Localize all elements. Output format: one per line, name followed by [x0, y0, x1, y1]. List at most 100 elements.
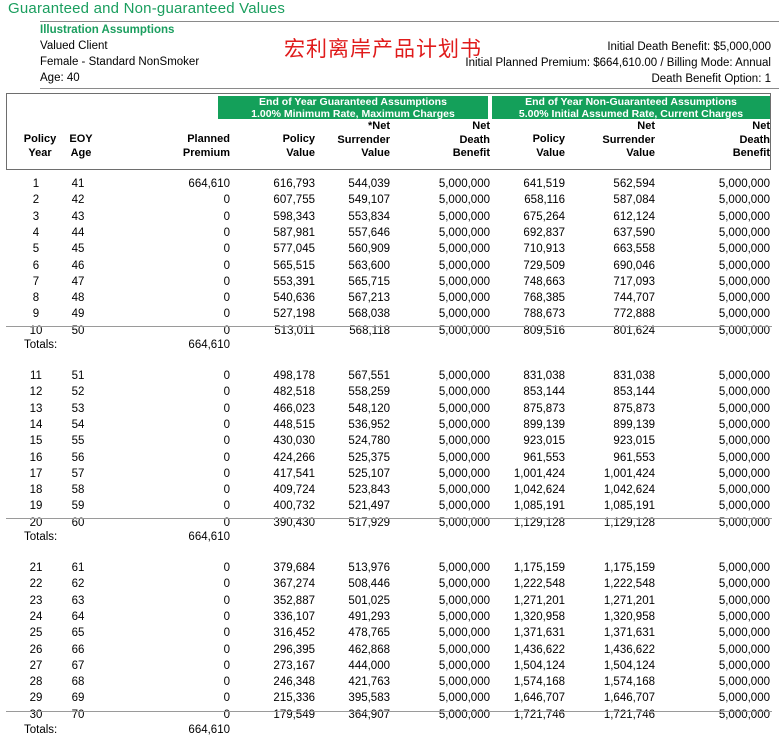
cell-guaranteed-net-surrender-value: 567,551: [348, 370, 390, 382]
cell-guaranteed-policy-value: 430,030: [273, 435, 315, 448]
cell-guaranteed-net-death-benefit: 5,000,000: [438, 692, 490, 705]
cell-nonguaranteed-policy-value: 1,574,168: [513, 676, 565, 689]
table-row: 19 59 0 400,732 521,497 5,000,000 1,085,191 1,0…: [0, 500, 779, 516]
cell-nonguaranteed-policy-value: 1,085,191: [513, 500, 565, 513]
cell-nonguaranteed-net-surrender-value: 1,042,624: [603, 484, 655, 497]
cell-eoy-age: 49: [71, 308, 85, 321]
cell-eoy-age: 44: [71, 226, 85, 239]
cell-eoy-age: 64: [71, 610, 85, 623]
cell-eoy-age: 57: [71, 467, 85, 480]
cell-planned-premium: 0: [223, 484, 230, 497]
table-row: 18 58 0 409,724 523,843 5,000,000 1,042,624 1,0…: [0, 484, 779, 500]
client-age: Age: 40: [40, 72, 80, 84]
cell-policy-year: 24: [29, 610, 43, 623]
cell-nonguaranteed-policy-value: 1,436,622: [513, 643, 565, 656]
table-row: 7 47 0 553,391 565,715 5,000,000 748,663 717,09…: [0, 276, 779, 292]
cell-planned-premium: 0: [223, 578, 230, 591]
cell-nonguaranteed-policy-value: 923,015: [523, 435, 565, 448]
table-row: 22 62 0 367,274 508,446 5,000,000 1,222,548 1,2…: [0, 578, 779, 594]
column-header-nonguaranteed-net-death-benefit-line3: Benefit: [732, 147, 770, 159]
cell-eoy-age: 51: [71, 370, 85, 382]
cell-nonguaranteed-net-surrender-value: 744,707: [613, 292, 655, 305]
cell-guaranteed-net-surrender-value: 525,375: [348, 451, 390, 464]
cell-guaranteed-net-surrender-value: 478,765: [348, 627, 390, 640]
cell-eoy-age: 46: [71, 259, 85, 272]
cell-nonguaranteed-net-death-benefit: 5,000,000: [718, 386, 770, 399]
cell-nonguaranteed-policy-value: 641,519: [523, 178, 565, 190]
cell-guaranteed-net-death-benefit: 5,000,000: [438, 610, 490, 623]
cell-planned-premium: 0: [223, 324, 230, 337]
cell-planned-premium: 0: [223, 210, 230, 223]
cell-eoy-age: 68: [71, 676, 85, 689]
group-header-guaranteed-line1: End of Year Guaranteed Assumptions: [259, 96, 447, 108]
group-header-nonguaranteed-line1: End of Year Non-Guaranteed Assumptions: [525, 96, 737, 108]
cell-eoy-age: 53: [71, 402, 85, 415]
cell-eoy-age: 58: [71, 484, 85, 497]
illustration-assumptions-heading: Illustration Assumptions: [40, 24, 175, 36]
cell-nonguaranteed-policy-value: 788,673: [523, 308, 565, 321]
cell-policy-year: 15: [29, 435, 43, 448]
totals-label: Totals:: [24, 339, 58, 351]
cell-eoy-age: 54: [71, 418, 85, 431]
cell-guaranteed-net-surrender-value: 557,646: [348, 226, 390, 239]
cell-nonguaranteed-policy-value: 1,371,631: [513, 627, 565, 640]
cell-nonguaranteed-net-death-benefit: 5,000,000: [718, 308, 770, 321]
group-header-nonguaranteed: End of Year Non-Guaranteed Assumptions 5…: [492, 96, 770, 119]
cell-eoy-age: 55: [71, 435, 85, 448]
cell-guaranteed-net-surrender-value: 517,929: [348, 516, 390, 529]
cell-nonguaranteed-net-surrender-value: 1,646,707: [603, 692, 655, 705]
column-header-eoy-age-line1: EOY: [69, 133, 93, 145]
column-header-nonguaranteed-net-death-benefit-line2: Death: [739, 133, 770, 146]
cell-nonguaranteed-net-surrender-value: 1,222,548: [603, 578, 655, 591]
cell-guaranteed-net-death-benefit: 5,000,000: [438, 516, 490, 529]
cell-planned-premium: 0: [223, 370, 230, 382]
cell-nonguaranteed-policy-value: 1,271,201: [513, 594, 565, 607]
cell-nonguaranteed-net-death-benefit: 5,000,000: [718, 500, 770, 513]
totals-planned-premium: 664,610: [188, 339, 230, 351]
initial-planned-premium: Initial Planned Premium: $664,610.00 / B…: [465, 57, 771, 69]
cell-guaranteed-net-death-benefit: 5,000,000: [438, 659, 490, 672]
section-divider: [6, 711, 772, 712]
cell-nonguaranteed-net-surrender-value: 562,594: [613, 178, 655, 190]
cell-policy-year: 4: [32, 226, 40, 239]
column-header-nonguaranteed-net-death-benefit-line1: Net: [752, 120, 770, 132]
table-row: 13 53 0 466,023 548,120 5,000,000 875,873 875,8…: [0, 403, 779, 419]
cell-nonguaranteed-net-death-benefit: 5,000,000: [718, 178, 770, 190]
cell-nonguaranteed-net-surrender-value: 923,015: [613, 435, 655, 448]
cell-policy-year: 13: [29, 402, 43, 415]
column-header-policy-year: Policy Year: [14, 133, 66, 160]
table-row: 12 52 0 482,518 558,259 5,000,000 853,144 853,1…: [0, 386, 779, 402]
cell-planned-premium: 0: [223, 243, 230, 256]
cell-policy-year: 9: [32, 308, 40, 321]
cell-guaranteed-net-death-benefit: 5,000,000: [438, 484, 490, 497]
cell-guaranteed-policy-value: 607,755: [273, 194, 315, 207]
column-header-nonguaranteed-policy-value: Policy Value: [475, 133, 565, 160]
cell-nonguaranteed-net-death-benefit: 5,000,000: [718, 610, 770, 623]
cell-guaranteed-net-death-benefit: 5,000,000: [438, 451, 490, 464]
cell-guaranteed-policy-value: 424,266: [273, 451, 315, 464]
cell-nonguaranteed-policy-value: 875,873: [523, 402, 565, 415]
cell-planned-premium: 0: [223, 402, 230, 415]
table-row: 25 65 0 316,452 478,765 5,000,000 1,371,631 1,3…: [0, 627, 779, 643]
cell-guaranteed-net-death-benefit: 5,000,000: [438, 676, 490, 689]
table-row: 20 60 0 390,430 517,929 5,000,000 1,129,128 1,1…: [0, 517, 779, 533]
group-header-guaranteed: End of Year Guaranteed Assumptions 1.00%…: [218, 96, 488, 119]
cell-guaranteed-policy-value: 246,348: [273, 676, 315, 689]
cell-planned-premium: 0: [223, 659, 230, 672]
column-header-nonguaranteed-policy-value-line2: Value: [536, 146, 565, 159]
cell-eoy-age: 62: [71, 578, 85, 591]
cell-planned-premium: 0: [223, 386, 230, 399]
cell-eoy-age: 50: [71, 324, 85, 337]
cell-nonguaranteed-net-death-benefit: 5,000,000: [718, 692, 770, 705]
cell-nonguaranteed-net-surrender-value: 875,873: [613, 402, 655, 415]
cell-guaranteed-net-surrender-value: 567,213: [348, 292, 390, 305]
cell-nonguaranteed-policy-value: 1,646,707: [513, 692, 565, 705]
column-header-nonguaranteed-policy-value-line1: Policy: [532, 133, 565, 145]
table-row: 15 55 0 430,030 524,780 5,000,000 923,015 923,0…: [0, 435, 779, 451]
cell-nonguaranteed-policy-value: 1,001,424: [513, 467, 565, 480]
cell-guaranteed-policy-value: 616,793: [273, 178, 315, 190]
cell-planned-premium: 664,610: [188, 178, 230, 190]
cell-planned-premium: 0: [223, 308, 230, 321]
cell-nonguaranteed-net-surrender-value: 831,038: [613, 370, 655, 382]
cell-planned-premium: 0: [223, 451, 230, 464]
